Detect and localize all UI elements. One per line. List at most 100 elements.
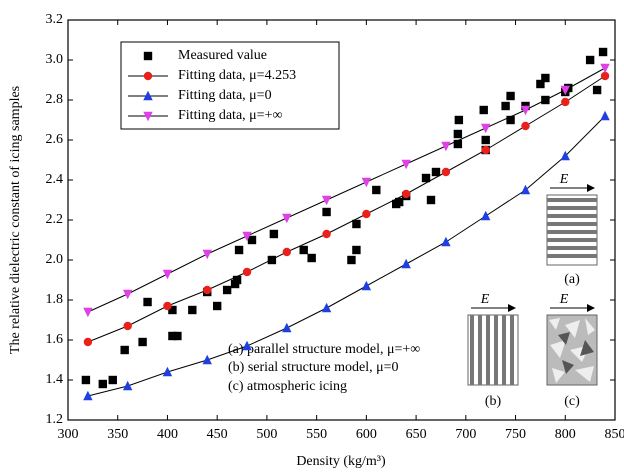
x-tick-label: 400 xyxy=(157,427,178,442)
marker xyxy=(282,247,291,257)
x-tick-label: 350 xyxy=(107,427,128,442)
marker xyxy=(108,375,117,385)
marker xyxy=(120,345,129,355)
field-label: E xyxy=(559,292,569,307)
x-tick-label: 700 xyxy=(455,427,476,442)
inset-label: (c) xyxy=(564,394,580,409)
marker xyxy=(481,123,491,134)
marker xyxy=(441,236,451,247)
y-tick-label: 2.6 xyxy=(46,132,64,147)
marker xyxy=(421,173,431,183)
marker xyxy=(506,91,515,101)
y-tick-label: 1.6 xyxy=(46,332,64,347)
inset-label: (b) xyxy=(485,394,502,409)
marker xyxy=(453,139,463,149)
x-tick-label: 550 xyxy=(306,427,327,442)
field-label: E xyxy=(480,292,490,307)
marker xyxy=(592,85,602,95)
marker xyxy=(232,275,242,285)
marker xyxy=(352,245,361,255)
x-tick-label: 850 xyxy=(605,427,624,442)
legend-marker xyxy=(143,111,153,122)
marker xyxy=(585,55,595,65)
legend-label: Fitting data, μ=+∞ xyxy=(178,108,282,123)
inset-c xyxy=(546,304,598,386)
annotation: (c) atmospheric icing xyxy=(228,379,347,394)
marker xyxy=(321,302,332,313)
marker xyxy=(282,322,292,333)
y-tick-label: 2.4 xyxy=(46,172,64,187)
x-tick-label: 800 xyxy=(555,427,576,442)
inset-b xyxy=(467,304,519,386)
fit-line xyxy=(87,115,606,397)
marker xyxy=(598,47,608,57)
marker xyxy=(299,245,308,255)
marker xyxy=(536,79,545,89)
marker xyxy=(222,285,232,295)
marker xyxy=(122,380,133,391)
marker xyxy=(431,167,441,177)
marker xyxy=(162,366,173,377)
x-tick-label: 750 xyxy=(505,427,526,442)
inset-a xyxy=(546,184,598,266)
marker xyxy=(269,229,279,239)
marker xyxy=(98,379,108,389)
marker xyxy=(203,285,212,295)
legend-marker xyxy=(143,90,153,101)
marker xyxy=(321,195,332,206)
marker xyxy=(394,197,404,207)
y-tick-label: 3.0 xyxy=(46,52,64,67)
marker xyxy=(247,235,257,245)
marker xyxy=(481,145,490,155)
legend-label: Fitting data, μ=0 xyxy=(178,88,272,103)
x-axis-label: Density (kg/m³) xyxy=(296,454,386,469)
marker xyxy=(481,210,491,221)
marker xyxy=(481,135,490,145)
marker xyxy=(401,189,411,199)
marker xyxy=(83,307,93,318)
marker xyxy=(520,105,531,116)
fit-line xyxy=(87,75,606,343)
marker xyxy=(242,231,252,242)
marker xyxy=(600,71,610,81)
legend-label: Measured value xyxy=(178,48,267,63)
marker xyxy=(560,85,570,96)
marker xyxy=(162,269,173,280)
fit-line xyxy=(87,67,606,313)
annotation: (b) serial structure model, μ=0 xyxy=(228,360,399,375)
marker xyxy=(506,115,515,125)
y-tick-label: 3.2 xyxy=(46,12,64,27)
marker xyxy=(234,245,244,255)
field-label: E xyxy=(559,172,569,187)
marker xyxy=(188,305,197,315)
marker xyxy=(600,63,610,74)
x-tick-label: 500 xyxy=(256,427,277,442)
marker xyxy=(441,141,451,152)
y-tick-label: 2.8 xyxy=(46,92,64,107)
inset-label: (a) xyxy=(564,272,580,287)
marker xyxy=(441,167,451,177)
marker xyxy=(168,331,177,341)
marker xyxy=(520,184,531,195)
x-tick-label: 300 xyxy=(58,427,79,442)
marker xyxy=(83,337,93,347)
marker xyxy=(600,110,610,121)
marker xyxy=(322,207,331,217)
marker xyxy=(401,258,411,269)
marker xyxy=(453,129,463,139)
marker xyxy=(361,177,372,188)
marker xyxy=(138,337,147,347)
y-tick-label: 2.0 xyxy=(46,252,64,267)
marker xyxy=(361,280,372,291)
y-tick-label: 1.4 xyxy=(46,372,64,387)
marker xyxy=(81,375,91,385)
marker xyxy=(541,73,550,83)
marker xyxy=(242,267,252,277)
marker xyxy=(202,249,212,260)
marker xyxy=(212,301,222,311)
legend-box xyxy=(120,41,340,130)
marker xyxy=(282,213,292,224)
marker xyxy=(362,209,371,219)
marker xyxy=(352,219,361,229)
